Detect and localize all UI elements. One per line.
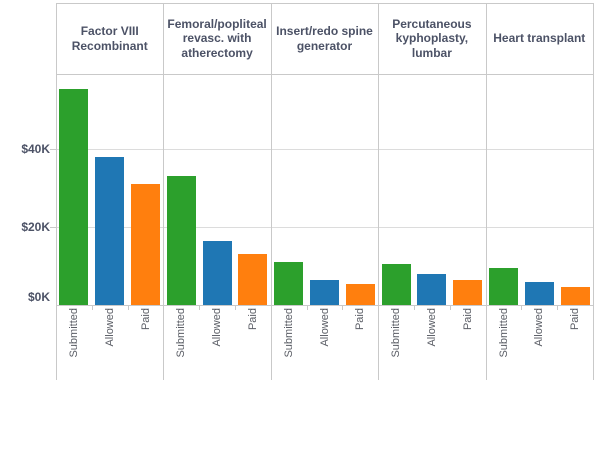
- bar-allowed-group3[interactable]: [310, 280, 339, 305]
- x-axis-measure-label: Allowed: [414, 308, 450, 380]
- bar-allowed-group1[interactable]: [95, 157, 124, 305]
- measure-label-text: Submitted: [68, 308, 80, 358]
- measure-label-text: Allowed: [211, 308, 223, 347]
- x-minor-tick: [307, 305, 308, 310]
- x-axis-measure-label: Allowed: [92, 308, 128, 380]
- y-gridline: [56, 149, 593, 150]
- x-axis-measure-label: Allowed: [199, 308, 235, 380]
- x-axis-measure-label: Paid: [557, 308, 593, 380]
- x-minor-tick: [92, 305, 93, 310]
- column-separator: [163, 3, 164, 380]
- measure-label-text: Submitted: [498, 308, 510, 358]
- measure-label-text: Paid: [247, 308, 259, 331]
- bar-submitted-group5[interactable]: [489, 268, 518, 305]
- x-axis-measure-label: Allowed: [521, 308, 557, 380]
- measure-label-text: Paid: [140, 308, 152, 331]
- x-minor-tick: [128, 305, 129, 310]
- column-header: Insert/redo spine generator: [276, 24, 373, 53]
- bar-paid-group4[interactable]: [453, 280, 482, 305]
- bar-paid-group1[interactable]: [131, 184, 160, 305]
- column-header: Factor VIII Recombinant: [71, 24, 148, 53]
- x-minor-tick: [199, 305, 200, 310]
- bar-paid-group3[interactable]: [346, 284, 375, 305]
- x-minor-tick: [342, 305, 343, 310]
- bar-paid-group2[interactable]: [238, 254, 267, 305]
- x-axis-measure-label: Submitted: [56, 308, 92, 380]
- measure-label-text: Paid: [462, 308, 474, 331]
- bar-submitted-group1[interactable]: [59, 89, 88, 305]
- y-tick-mark: [50, 227, 56, 228]
- bar-allowed-group5[interactable]: [525, 282, 554, 305]
- x-axis-measure-label: Submitted: [486, 308, 522, 380]
- column-header: Heart transplant: [493, 31, 586, 46]
- y-axis-tick-label: $20K: [21, 220, 50, 234]
- measure-label-text: Submitted: [390, 308, 402, 358]
- column-separator: [56, 3, 57, 380]
- measure-label-text: Allowed: [319, 308, 331, 347]
- chart-top-border: [56, 3, 593, 4]
- bar-submitted-group4[interactable]: [382, 264, 411, 305]
- x-minor-tick: [235, 305, 236, 310]
- x-axis-measure-label: Paid: [450, 308, 486, 380]
- column-separator: [378, 3, 379, 380]
- column-separator: [593, 3, 594, 380]
- x-axis-measure-label: Paid: [342, 308, 378, 380]
- bar-paid-group5[interactable]: [561, 287, 590, 305]
- measure-label-text: Paid: [569, 308, 581, 331]
- x-axis-measure-label: Paid: [128, 308, 164, 380]
- x-axis-line: [56, 305, 593, 306]
- y-gridline: [56, 227, 593, 228]
- y-tick-mark: [50, 149, 56, 150]
- column-separator: [486, 3, 487, 380]
- measure-label-text: Allowed: [426, 308, 438, 347]
- x-minor-tick: [557, 305, 558, 310]
- measure-label-text: Submitted: [175, 308, 187, 358]
- x-axis-measure-label: Submitted: [163, 308, 199, 380]
- y-axis-tick-label: $0K: [27, 290, 50, 304]
- column-header: Femoral/popliteal revasc. with atherecto…: [167, 17, 267, 60]
- bar-submitted-group2[interactable]: [167, 176, 196, 305]
- x-axis-measure-label: Paid: [235, 308, 271, 380]
- column-header: Percutaneous kyphoplasty, lumbar: [392, 17, 472, 60]
- bar-allowed-group4[interactable]: [417, 274, 446, 305]
- x-axis-measure-label: Submitted: [271, 308, 307, 380]
- x-minor-tick: [414, 305, 415, 310]
- bar-submitted-group3[interactable]: [274, 262, 303, 305]
- measure-label-text: Allowed: [104, 308, 116, 347]
- x-minor-tick: [450, 305, 451, 310]
- measure-label-text: Paid: [354, 308, 366, 331]
- measure-label-text: Allowed: [533, 308, 545, 347]
- bar-allowed-group2[interactable]: [203, 241, 232, 305]
- y-axis-tick-label: $40K: [21, 142, 50, 156]
- x-minor-tick: [521, 305, 522, 310]
- measure-label-text: Submitted: [283, 308, 295, 358]
- column-separator: [271, 3, 272, 380]
- x-axis-measure-label: Allowed: [307, 308, 343, 380]
- x-axis-measure-label: Submitted: [378, 308, 414, 380]
- header-bottom-border: [56, 74, 593, 75]
